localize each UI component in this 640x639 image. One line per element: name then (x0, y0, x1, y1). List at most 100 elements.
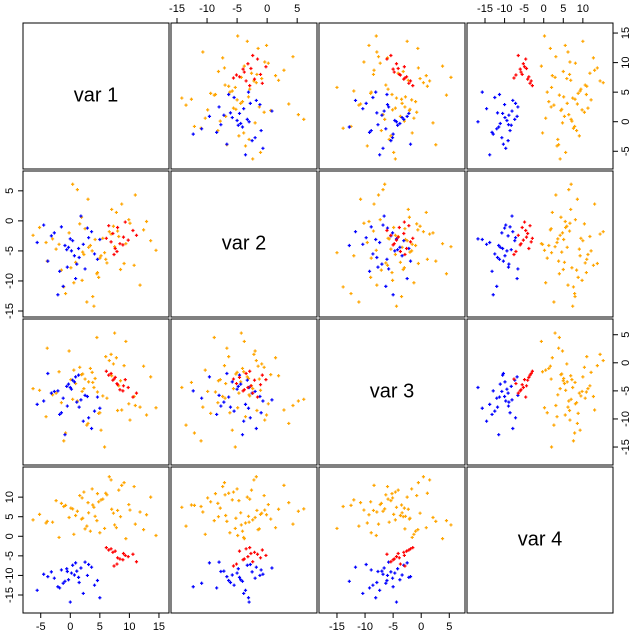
point (112, 564, 116, 568)
point (408, 240, 413, 244)
point (184, 524, 188, 528)
point (495, 111, 500, 115)
point (138, 510, 142, 514)
point (593, 408, 597, 412)
point (560, 121, 565, 125)
point (513, 117, 517, 121)
point (191, 389, 195, 393)
point (573, 294, 577, 299)
point (392, 242, 396, 246)
point (264, 43, 269, 48)
point (601, 230, 605, 234)
point (335, 251, 339, 255)
points (180, 34, 306, 161)
point (231, 106, 236, 110)
point (578, 428, 582, 432)
point (374, 34, 378, 38)
point (44, 521, 48, 525)
point (398, 245, 402, 249)
point (251, 53, 255, 58)
point (69, 506, 73, 510)
point (371, 72, 376, 77)
point (109, 371, 113, 376)
point (503, 254, 507, 258)
point (530, 236, 534, 240)
point (237, 375, 242, 379)
point (562, 95, 566, 99)
point (218, 378, 222, 382)
point (52, 389, 56, 394)
point (74, 561, 78, 565)
point (580, 108, 584, 112)
point (391, 293, 395, 297)
point (251, 157, 255, 161)
point (378, 153, 382, 157)
point (521, 62, 525, 66)
point (63, 503, 68, 507)
point (444, 519, 449, 523)
point (367, 219, 371, 224)
point (227, 92, 231, 97)
point (497, 433, 501, 437)
point (42, 399, 46, 403)
point (570, 119, 574, 123)
point (389, 570, 393, 574)
point (402, 65, 406, 69)
point (397, 72, 401, 77)
point (113, 523, 117, 527)
point (49, 234, 53, 238)
point (358, 197, 363, 201)
point (217, 105, 221, 109)
point (65, 567, 69, 571)
x-tick-label: 5 (294, 3, 300, 15)
point (558, 233, 562, 237)
point (264, 378, 268, 382)
point (85, 394, 90, 399)
point (558, 157, 562, 161)
point (262, 110, 266, 114)
point (403, 105, 407, 109)
point (114, 526, 118, 530)
point (291, 55, 295, 59)
point (71, 182, 75, 186)
point (400, 101, 404, 105)
point (59, 411, 64, 415)
panel-group (318, 22, 466, 170)
point (66, 578, 71, 582)
x-tick-label: -10 (497, 3, 513, 15)
point (107, 548, 111, 552)
point (87, 562, 91, 567)
point (222, 481, 227, 485)
points (335, 475, 453, 604)
point (88, 243, 92, 248)
point (74, 276, 78, 281)
x-tick-label: -15 (477, 3, 493, 15)
point (72, 532, 76, 536)
point (111, 362, 116, 366)
point (579, 236, 583, 240)
point (402, 506, 406, 510)
panel-group: var 3 (318, 318, 466, 466)
point (527, 246, 531, 251)
point (72, 281, 76, 285)
y-tick-label: -5 (620, 386, 632, 396)
point (528, 224, 532, 228)
point (396, 488, 400, 492)
point (440, 537, 445, 541)
point (266, 402, 270, 406)
point (69, 249, 74, 253)
point (232, 409, 236, 413)
point (255, 72, 259, 77)
point (369, 225, 373, 229)
point (560, 107, 564, 111)
point (264, 553, 268, 558)
point (235, 370, 239, 374)
point (408, 250, 412, 254)
point (251, 518, 255, 522)
point (400, 254, 404, 258)
point (495, 396, 499, 400)
point (240, 529, 245, 533)
point (206, 496, 210, 500)
point (118, 515, 123, 519)
x-tick-label: -15 (329, 621, 345, 633)
